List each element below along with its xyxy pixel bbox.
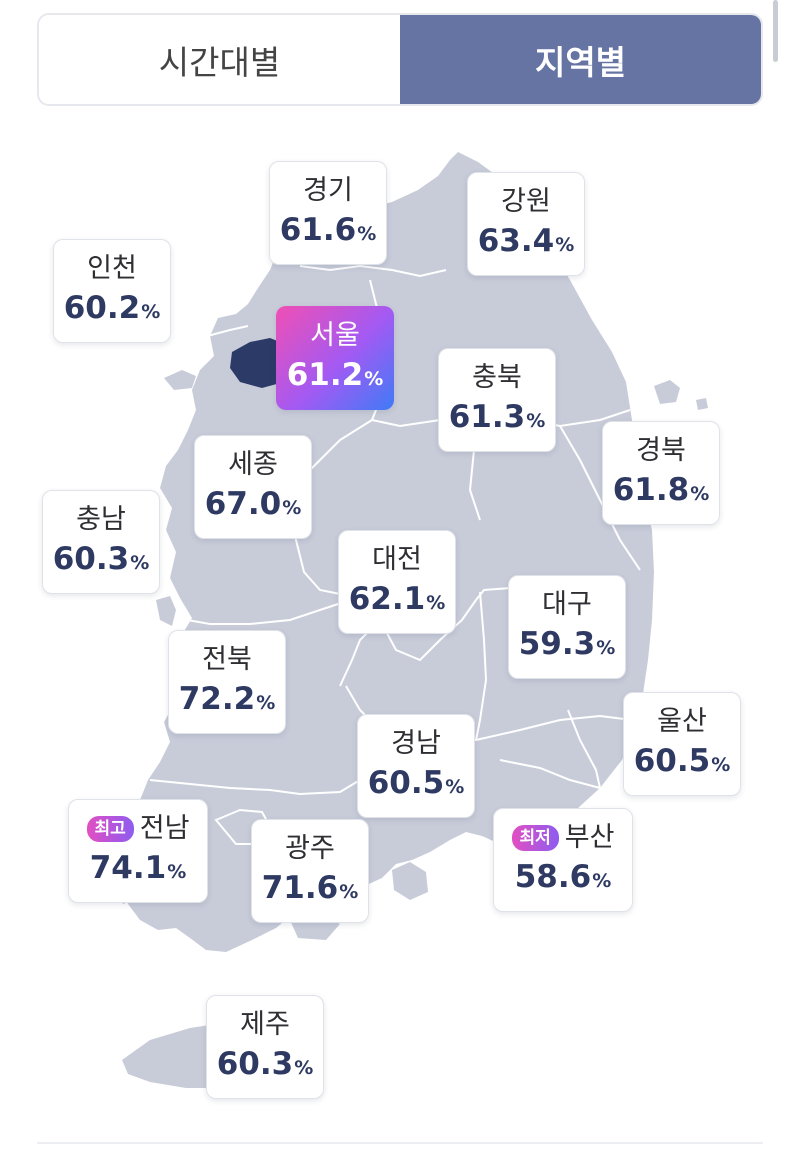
percent-unit: % <box>596 636 616 659</box>
percent-unit: % <box>711 753 731 776</box>
region-turnout-value: 60.3 <box>216 1045 294 1082</box>
region-card-busan[interactable]: 최저 부산 58.6% <box>493 808 633 912</box>
region-turnout-value: 61.2 <box>286 356 364 393</box>
percent-unit: % <box>167 860 187 883</box>
region-name: 제주 <box>240 1008 290 1040</box>
region-card-gyeonggi[interactable]: 경기 61.6% <box>269 161 387 265</box>
percent-unit: % <box>445 775 465 798</box>
region-card-jeonnam[interactable]: 최고 전남 74.1% <box>68 799 208 903</box>
region-name: 대구 <box>542 588 592 620</box>
percent-unit: % <box>526 409 546 432</box>
region-turnout-value: 71.6 <box>261 869 339 906</box>
island-shape <box>392 862 428 900</box>
percent-unit: % <box>141 300 161 323</box>
divider <box>37 1142 763 1144</box>
region-turnout-value: 67.0 <box>204 485 282 522</box>
scrollbar[interactable] <box>773 0 778 62</box>
region-name: 전북 <box>202 643 252 675</box>
island-shape <box>654 380 680 404</box>
region-card-jeju[interactable]: 제주 60.3% <box>206 995 324 1099</box>
percent-unit: % <box>357 222 377 245</box>
region-name: 대전 <box>372 543 422 575</box>
region-turnout-value: 74.1 <box>89 849 167 886</box>
tab-by-time[interactable]: 시간대별 <box>39 15 400 104</box>
region-name: 서울 <box>310 319 360 351</box>
region-card-chungbuk[interactable]: 충북 61.3% <box>438 348 556 452</box>
island-shape <box>164 370 196 390</box>
region-card-chungnam[interactable]: 충남 60.3% <box>42 490 160 594</box>
region-turnout-value: 62.1 <box>348 580 426 617</box>
korea-region-map: 경기 61.6% 강원 63.4% 인천 60.2% 서울 61.2% 충북 6… <box>0 120 800 1140</box>
region-name: 충북 <box>472 361 522 393</box>
region-turnout-value: 61.8 <box>612 471 690 508</box>
island-shape <box>696 398 708 410</box>
region-turnout-value: 61.3 <box>448 398 526 435</box>
region-turnout-value: 59.3 <box>518 625 596 662</box>
percent-unit: % <box>256 691 276 714</box>
region-name: 울산 <box>657 705 707 737</box>
percent-unit: % <box>339 880 359 903</box>
percent-unit: % <box>294 1056 314 1079</box>
percent-unit: % <box>592 869 612 892</box>
region-card-jeonbuk[interactable]: 전북 72.2% <box>168 630 286 734</box>
region-turnout-value: 61.6 <box>279 211 357 248</box>
region-card-gwangju[interactable]: 광주 71.6% <box>251 819 369 923</box>
view-tabs: 시간대별 지역별 <box>37 13 763 106</box>
region-card-incheon[interactable]: 인천 60.2% <box>53 239 171 343</box>
percent-unit: % <box>130 551 150 574</box>
region-card-ulsan[interactable]: 울산 60.5% <box>623 692 741 796</box>
region-card-gangwon[interactable]: 강원 63.4% <box>467 172 585 276</box>
island-shape <box>156 596 176 626</box>
region-turnout-value: 60.2 <box>63 289 141 326</box>
lowest-badge: 최저 <box>511 824 559 851</box>
region-name: 세종 <box>228 448 278 480</box>
percent-unit: % <box>426 591 446 614</box>
region-card-gyeongbuk[interactable]: 경북 61.8% <box>602 421 720 525</box>
region-turnout-value: 60.5 <box>367 764 445 801</box>
region-card-sejong[interactable]: 세종 67.0% <box>194 435 312 539</box>
percent-unit: % <box>690 482 710 505</box>
highest-badge: 최고 <box>86 815 134 842</box>
region-name: 전남 <box>139 812 190 844</box>
region-name: 강원 <box>501 185 551 217</box>
region-name: 부산 <box>564 821 615 853</box>
region-turnout-value: 72.2 <box>178 680 256 717</box>
percent-unit: % <box>364 367 384 390</box>
region-turnout-value: 60.3 <box>52 540 130 577</box>
region-card-gyeongnam[interactable]: 경남 60.5% <box>357 714 475 818</box>
percent-unit: % <box>555 233 575 256</box>
percent-unit: % <box>282 496 302 519</box>
region-name: 경남 <box>391 727 441 759</box>
region-card-seoul[interactable]: 서울 61.2% <box>276 306 394 410</box>
region-turnout-value: 60.5 <box>633 742 711 779</box>
region-name: 광주 <box>285 832 335 864</box>
region-name: 인천 <box>87 252 137 284</box>
region-name: 충남 <box>76 503 126 535</box>
region-card-daegu[interactable]: 대구 59.3% <box>508 575 626 679</box>
region-name: 경북 <box>636 434 686 466</box>
tab-by-region[interactable]: 지역별 <box>400 15 761 104</box>
region-turnout-value: 63.4 <box>477 222 555 259</box>
region-card-daejeon[interactable]: 대전 62.1% <box>338 530 456 634</box>
region-name: 경기 <box>303 174 353 206</box>
region-turnout-value: 58.6 <box>514 858 592 895</box>
